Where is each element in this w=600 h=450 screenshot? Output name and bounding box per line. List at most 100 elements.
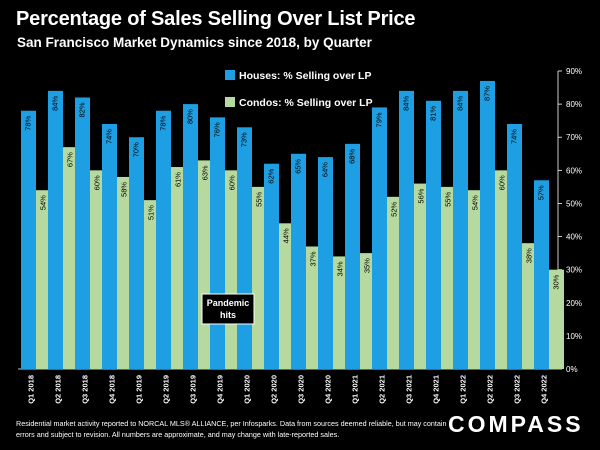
houses-data-label: 79%: [374, 112, 383, 127]
condos-data-label: 60%: [92, 175, 101, 190]
x-tick-label: Q2 2020: [269, 375, 278, 404]
condos-bar: [441, 186, 456, 369]
condos-data-label: 54%: [38, 195, 47, 210]
condos-bar: [90, 170, 105, 369]
x-tick-label: Q2 2022: [485, 375, 494, 404]
annotation-line1: Pandemic: [207, 298, 250, 308]
x-tick-label: Q3 2019: [188, 375, 197, 404]
condos-bar: [171, 167, 186, 369]
houses-data-label: 84%: [50, 96, 59, 111]
houses-data-label: 78%: [23, 115, 32, 130]
condos-data-label: 61%: [173, 172, 182, 187]
houses-bar: [345, 143, 360, 369]
x-tick-label: Q1 2021: [350, 375, 359, 404]
houses-bar: [507, 123, 522, 369]
condos-data-label: 38%: [524, 248, 533, 263]
houses-bar: [210, 117, 225, 369]
houses-bar: [75, 97, 90, 369]
chart-subtitle: San Francisco Market Dynamics since 2018…: [17, 35, 372, 50]
houses-bar: [426, 100, 441, 370]
condos-data-label: 30%: [551, 274, 560, 289]
houses-data-label: 57%: [536, 185, 545, 200]
condos-bar: [522, 243, 537, 369]
condos-data-label: 34%: [335, 261, 344, 276]
condos-data-label: 37%: [308, 251, 317, 266]
x-tick-label: Q1 2018: [26, 375, 35, 404]
y-tick-label: 30%: [566, 266, 582, 275]
condos-bar: [144, 200, 159, 369]
x-tick-label: Q4 2021: [431, 375, 440, 404]
houses-data-label: 84%: [401, 96, 410, 111]
x-tick-label: Q3 2018: [80, 375, 89, 404]
y-tick-label: 20%: [566, 299, 582, 308]
condos-bar: [117, 176, 132, 369]
houses-data-label: 68%: [347, 149, 356, 164]
x-tick-label: Q4 2019: [215, 375, 224, 404]
condos-bar: [279, 223, 294, 369]
houses-data-label: 73%: [239, 132, 248, 147]
houses-bar: [399, 90, 414, 369]
houses-data-label: 78%: [158, 115, 167, 130]
houses-data-label: 62%: [266, 168, 275, 183]
compass-logo: COMPASS: [448, 411, 584, 437]
condos-bar: [360, 253, 375, 369]
condos-data-label: 60%: [227, 175, 236, 190]
legend-condos-swatch: [225, 97, 235, 107]
condos-bar: [306, 246, 321, 369]
condos-data-label: 60%: [497, 175, 506, 190]
y-tick-label: 80%: [566, 100, 582, 109]
condos-bar: [495, 170, 510, 369]
houses-bar: [183, 104, 198, 369]
condos-bar: [387, 196, 402, 369]
houses-bar: [102, 123, 117, 369]
condos-data-label: 44%: [281, 228, 290, 243]
y-tick-label: 90%: [566, 67, 582, 76]
houses-data-label: 81%: [428, 105, 437, 120]
houses-bar: [48, 90, 63, 369]
condos-bar: [414, 183, 429, 369]
y-tick-label: 50%: [566, 199, 582, 208]
condos-data-label: 63%: [200, 165, 209, 180]
y-tick-label: 10%: [566, 332, 582, 341]
legend-houses-label: Houses: % Selling over LP: [239, 70, 371, 82]
houses-bar: [372, 107, 387, 369]
condos-data-label: 56%: [416, 188, 425, 203]
houses-data-label: 70%: [131, 142, 140, 157]
condos-bar: [36, 190, 51, 369]
houses-bar: [534, 180, 549, 369]
houses-data-label: 74%: [509, 129, 518, 144]
legend-houses-swatch: [225, 70, 235, 80]
houses-bar: [129, 137, 144, 369]
x-tick-label: Q3 2021: [404, 375, 413, 404]
x-tick-label: Q1 2019: [134, 375, 143, 404]
houses-bar: [21, 110, 36, 369]
condos-bar: [549, 269, 564, 369]
condos-data-label: 55%: [443, 192, 452, 207]
legend-condos-label: Condos: % Selling over LP: [239, 97, 373, 109]
x-tick-label: Q1 2022: [458, 375, 467, 404]
x-tick-label: Q2 2021: [377, 375, 386, 404]
x-tick-label: Q4 2018: [107, 375, 116, 404]
houses-data-label: 65%: [293, 158, 302, 173]
houses-data-label: 84%: [455, 96, 464, 111]
x-tick-label: Q2 2018: [53, 375, 62, 404]
condos-data-label: 35%: [362, 258, 371, 273]
annotation-line2: hits: [220, 310, 236, 320]
x-tick-label: Q1 2020: [242, 375, 251, 404]
condos-data-label: 51%: [146, 205, 155, 220]
condos-bar: [468, 190, 483, 369]
x-tick-label: Q4 2022: [539, 375, 548, 404]
condos-bar: [252, 186, 267, 369]
houses-data-label: 64%: [320, 162, 329, 177]
x-tick-label: Q3 2020: [296, 375, 305, 404]
condos-data-label: 58%: [119, 182, 128, 197]
condos-bar: [333, 256, 348, 369]
houses-data-label: 87%: [482, 86, 491, 101]
houses-data-label: 82%: [77, 102, 86, 117]
condos-data-label: 54%: [470, 195, 479, 210]
houses-bar: [156, 110, 171, 369]
condos-bar: [63, 147, 78, 369]
condos-data-label: 55%: [254, 192, 263, 207]
y-tick-label: 70%: [566, 133, 582, 142]
